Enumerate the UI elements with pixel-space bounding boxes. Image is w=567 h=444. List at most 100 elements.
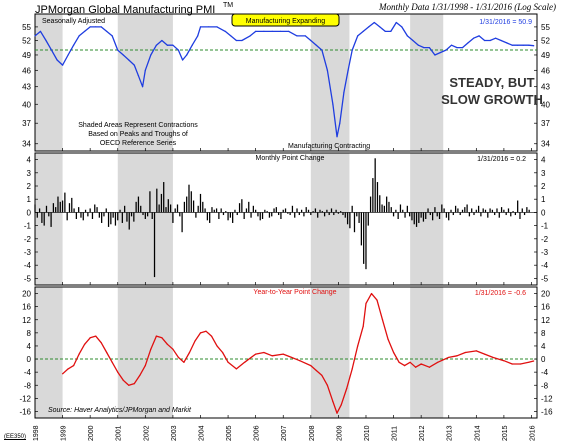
monthly-change-bar-15 bbox=[68, 203, 71, 213]
yoy-change-line-point-72 bbox=[528, 361, 530, 363]
yoy-change-line-point-62 bbox=[437, 361, 439, 363]
pmi-line-point-68 bbox=[417, 44, 419, 46]
y-tick-label-right-0-0: 34 bbox=[541, 140, 550, 149]
pmi-line-point-14 bbox=[111, 35, 113, 37]
monthly-change-bar-130 bbox=[333, 212, 335, 216]
yoy-change-line-point-47 bbox=[351, 368, 353, 370]
pmi-line-point-76 bbox=[461, 47, 464, 49]
monthly-change-bar-134 bbox=[342, 212, 344, 216]
monthly-change-bar-64 bbox=[181, 212, 183, 233]
monthly-change-bar-91 bbox=[243, 212, 245, 219]
y-tick-label-left-1-9: 4 bbox=[27, 156, 32, 165]
monthly-change-bar-78 bbox=[213, 209, 215, 213]
monthly-change-bar-153 bbox=[386, 196, 388, 213]
pmi-line-point-19 bbox=[137, 75, 140, 77]
pmi-line-point-55 bbox=[347, 69, 349, 71]
y-tick-label-right-0-6: 52 bbox=[541, 37, 550, 46]
monthly-change-bar-194 bbox=[480, 212, 482, 217]
y-tick-label-left-0-0: 34 bbox=[22, 140, 31, 149]
monthly-change-bar-145 bbox=[367, 212, 369, 226]
monthly-change-bar-80 bbox=[218, 212, 220, 219]
monthly-change-bar-213 bbox=[523, 212, 526, 216]
pmi-line-point-60 bbox=[373, 21, 375, 24]
monthly-change-bar-94 bbox=[250, 212, 252, 218]
pmi-line-point-41 bbox=[263, 30, 265, 32]
x-tick-label-6: 2004 bbox=[198, 425, 205, 441]
monthly-change-bar-200 bbox=[494, 212, 496, 216]
monthly-change-bar-108 bbox=[282, 209, 284, 213]
yoy-change-line-point-33 bbox=[255, 353, 257, 355]
pmi-line-point-36 bbox=[230, 35, 232, 37]
monthly-change-bar-99 bbox=[261, 212, 264, 219]
monthly-change-bar-112 bbox=[291, 205, 294, 213]
yoy-change-title: Year-to-Year Point Change bbox=[253, 289, 336, 296]
contraction-shade-2-1 bbox=[117, 287, 173, 418]
pmi-line-point-47 bbox=[310, 39, 312, 42]
pmi-line-point-58 bbox=[362, 30, 364, 32]
monthly-change-bar-2 bbox=[38, 208, 41, 213]
monthly-change-bar-191 bbox=[473, 212, 475, 216]
shading-note-line-2: Based on Peaks and Troughs of bbox=[88, 131, 188, 138]
monthly-change-bar-48 bbox=[144, 212, 146, 219]
source-note: Source: Haver Analytics/JPMorgan and Mar… bbox=[48, 407, 192, 414]
stamp-line-2: SLOW GROWTH bbox=[441, 92, 543, 107]
yoy-change-line-point-57 bbox=[404, 365, 406, 367]
yoy-change-line-point-6 bbox=[95, 335, 97, 337]
x-tick-label-7: 2005 bbox=[226, 425, 233, 441]
monthly-change-bar-196 bbox=[484, 209, 487, 213]
yoy-change-line-point-2 bbox=[73, 365, 75, 367]
y-tick-label-right-1-4: -1 bbox=[541, 222, 549, 231]
pmi-line-point-20 bbox=[141, 86, 144, 88]
pmi-line-point-80 bbox=[483, 39, 486, 42]
monthly-change-bar-192 bbox=[475, 209, 477, 213]
monthly-change-bar-207 bbox=[510, 212, 512, 217]
pmi-line-point-42 bbox=[271, 30, 273, 32]
yoy-change-line-point-3 bbox=[78, 353, 80, 355]
yoy-change-line-point-68 bbox=[492, 356, 494, 359]
monthly-change-bar-203 bbox=[500, 207, 503, 213]
monthly-change-bar-164 bbox=[411, 212, 413, 221]
yoy-change-line-point-0 bbox=[61, 373, 64, 375]
chart-title: JPMorgan Global Manufacturing PMI bbox=[35, 4, 215, 16]
monthly-change-bar-173 bbox=[431, 212, 434, 221]
y-tick-label-right-1-1: -4 bbox=[541, 261, 549, 270]
monthly-change-bar-38 bbox=[121, 212, 123, 223]
pmi-line-point-44 bbox=[288, 30, 290, 32]
monthly-change-bar-170 bbox=[425, 212, 427, 219]
pmi-line-point-3 bbox=[50, 49, 53, 51]
yoy-change-line-point-40 bbox=[315, 369, 317, 372]
trademark-mark: TM bbox=[223, 2, 233, 9]
monthly-change-bar-158 bbox=[397, 212, 399, 219]
yoy-change-line-point-46 bbox=[346, 387, 348, 390]
yoy-change-line-point-16 bbox=[150, 348, 152, 350]
monthly-change-bar-1 bbox=[36, 212, 38, 218]
monthly-change-bar-150 bbox=[379, 195, 381, 213]
yoy-change-line-point-67 bbox=[483, 353, 486, 355]
pmi-line-point-26 bbox=[172, 44, 174, 46]
monthly-change-bar-6 bbox=[48, 212, 50, 217]
monthly-change-bar-18 bbox=[75, 212, 78, 219]
pmi-line-point-23 bbox=[155, 44, 157, 46]
y-tick-label-left-0-1: 37 bbox=[22, 119, 31, 128]
monthly-change-bar-101 bbox=[266, 211, 268, 213]
monthly-change-bar-215 bbox=[528, 209, 530, 213]
monthly-change-bar-162 bbox=[406, 205, 408, 213]
yoy-change-line-point-10 bbox=[117, 371, 119, 373]
yoy-change-line-point-8 bbox=[106, 351, 108, 354]
pmi-line-point-18 bbox=[133, 64, 135, 66]
yoy-change-line-point-70 bbox=[511, 363, 513, 365]
monthly-change-bar-117 bbox=[303, 212, 305, 217]
yoy-change-line-point-71 bbox=[519, 363, 522, 365]
monthly-change-bar-66 bbox=[186, 196, 188, 213]
yoy-change-line-point-42 bbox=[326, 384, 328, 386]
monthly-change-bar-198 bbox=[489, 208, 491, 213]
monthly-change-bar-157 bbox=[395, 209, 397, 213]
y-tick-label-right-2-8: 16 bbox=[541, 303, 550, 312]
monthly-change-bar-211 bbox=[519, 212, 521, 219]
monthly-change-bar-85 bbox=[229, 212, 231, 218]
pmi-line-point-16 bbox=[122, 54, 124, 56]
y-tick-label-left-2-0: -16 bbox=[19, 407, 31, 416]
pmi-line-point-77 bbox=[467, 42, 469, 44]
monthly-change-bar-3 bbox=[41, 212, 43, 223]
monthly-change-bar-123 bbox=[317, 212, 319, 218]
